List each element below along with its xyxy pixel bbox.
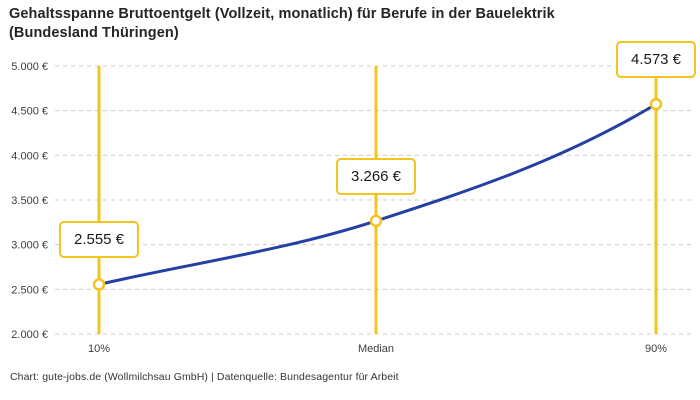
y-tick-label: 4.000 € <box>11 150 48 162</box>
y-tick-label: 2.500 € <box>11 284 48 296</box>
chart-credit: Chart: gute-jobs.de (Wollmilchsau GmbH) … <box>10 371 399 383</box>
data-point-marker <box>369 214 383 228</box>
data-point-marker <box>92 278 106 291</box>
y-tick-label: 4.500 € <box>11 106 48 118</box>
y-tick-label: 5.000 € <box>11 61 48 73</box>
y-tick-label: 3.500 € <box>11 195 48 207</box>
chart-title-line1: Gehaltsspanne Bruttoentgelt (Vollzeit, m… <box>9 6 555 22</box>
y-tick-label: 3.000 € <box>11 240 48 252</box>
chart-title-line2: (Bundesland Thüringen) <box>9 25 179 41</box>
data-point-marker <box>649 97 663 111</box>
x-axis-label: Median <box>358 343 394 355</box>
x-axis-label: 90% <box>645 343 667 355</box>
chart-title: Gehaltsspanne Bruttoentgelt (Vollzeit, m… <box>9 5 555 43</box>
y-tick-label: 2.000 € <box>11 329 48 341</box>
x-axis-label: 10% <box>88 343 110 355</box>
